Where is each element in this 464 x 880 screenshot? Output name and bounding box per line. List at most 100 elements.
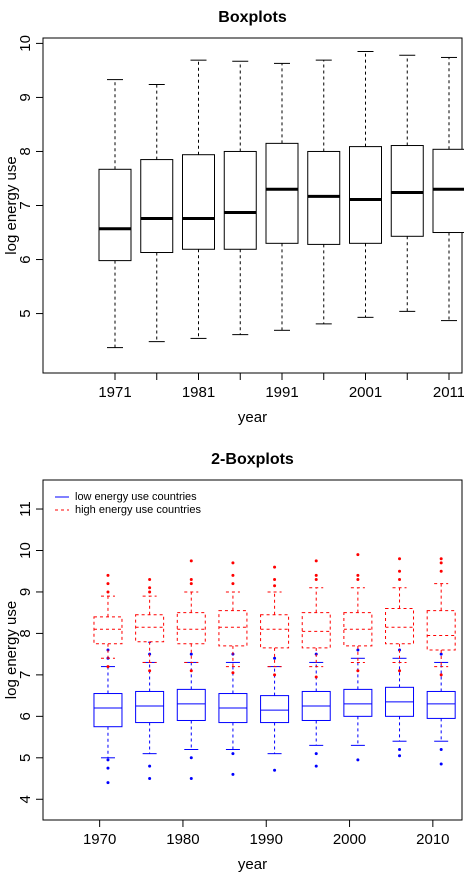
x-tick-label: 1970 xyxy=(83,831,116,848)
box xyxy=(390,145,424,237)
outlier xyxy=(398,754,402,758)
outlier xyxy=(106,665,110,669)
outlier xyxy=(398,669,402,673)
outlier xyxy=(106,781,110,785)
outlier xyxy=(356,578,360,582)
outlier xyxy=(106,758,110,762)
outlier xyxy=(189,559,193,563)
box xyxy=(349,146,382,244)
outlier xyxy=(439,762,443,766)
x-tick-label: 1991 xyxy=(265,384,298,401)
box xyxy=(182,154,215,250)
box xyxy=(343,688,373,717)
x-tick-label: 1980 xyxy=(166,831,199,848)
box xyxy=(426,610,456,651)
outlier xyxy=(398,569,402,573)
outlier xyxy=(106,573,110,577)
y-tick-label: 10 xyxy=(17,35,34,52)
x-tick-label: 2011 xyxy=(433,384,464,401)
outlier xyxy=(439,569,443,573)
outlier xyxy=(106,590,110,594)
outlier xyxy=(439,673,443,677)
box xyxy=(432,148,464,234)
outlier xyxy=(356,648,360,652)
outlier xyxy=(148,578,152,582)
legend-label: high energy use countries xyxy=(75,504,201,516)
y-tick-label: 4 xyxy=(17,795,34,803)
outlier xyxy=(273,768,277,772)
outlier xyxy=(356,573,360,577)
box xyxy=(176,688,206,721)
box xyxy=(301,612,331,649)
outlier xyxy=(148,586,152,590)
outlier xyxy=(356,669,360,673)
outlier xyxy=(314,675,318,679)
outlier xyxy=(189,669,193,673)
outlier xyxy=(314,559,318,563)
x-tick-label: 1971 xyxy=(98,384,131,401)
y-axis-label: log energy use xyxy=(3,156,20,254)
x-axis-label: year xyxy=(238,856,267,873)
outlier xyxy=(189,777,193,781)
outlier xyxy=(398,578,402,582)
outlier xyxy=(148,777,152,781)
outlier xyxy=(231,671,235,675)
x-tick-label: 2010 xyxy=(416,831,449,848)
outlier xyxy=(398,748,402,752)
box xyxy=(223,150,257,250)
outlier xyxy=(273,656,277,660)
outlier xyxy=(273,565,277,569)
x-tick-label: 2000 xyxy=(333,831,366,848)
outlier xyxy=(189,756,193,760)
outlier xyxy=(189,652,193,656)
x-tick-label: 2001 xyxy=(349,384,382,401)
outlier xyxy=(231,561,235,565)
legend-label: low energy use countries xyxy=(75,491,197,503)
box xyxy=(93,693,123,728)
box xyxy=(176,612,206,645)
y-tick-label: 11 xyxy=(17,501,34,517)
y-tick-label: 8 xyxy=(17,629,34,637)
y-tick-label: 6 xyxy=(17,255,34,263)
chart-title: Boxplots xyxy=(218,9,287,26)
box xyxy=(135,614,165,643)
box xyxy=(140,159,174,254)
outlier xyxy=(398,557,402,561)
y-tick-label: 9 xyxy=(17,588,34,596)
y-tick-label: 6 xyxy=(17,712,34,720)
box xyxy=(260,614,290,649)
box xyxy=(135,690,165,724)
y-tick-label: 9 xyxy=(17,93,34,101)
box xyxy=(218,610,248,647)
chart-title: 2-Boxplots xyxy=(211,451,294,468)
outlier xyxy=(231,772,235,776)
outlier xyxy=(106,766,110,770)
box xyxy=(385,608,415,645)
outlier xyxy=(106,582,110,586)
box xyxy=(265,142,299,244)
outlier xyxy=(439,557,443,561)
y-axis-label: log energy use xyxy=(3,601,20,699)
outlier xyxy=(439,748,443,752)
x-tick-label: 1990 xyxy=(250,831,283,848)
y-tick-label: 8 xyxy=(17,147,34,155)
outlier xyxy=(231,752,235,756)
outlier xyxy=(314,764,318,768)
y-tick-label: 5 xyxy=(17,309,34,317)
outlier xyxy=(231,573,235,577)
y-tick-label: 5 xyxy=(17,754,34,762)
outlier xyxy=(439,561,443,565)
outlier xyxy=(148,590,152,594)
box xyxy=(426,690,456,719)
y-tick-label: 7 xyxy=(17,201,34,209)
outlier xyxy=(356,758,360,762)
outlier xyxy=(314,752,318,756)
outlier xyxy=(189,578,193,582)
outlier xyxy=(273,578,277,582)
y-tick-label: 7 xyxy=(17,671,34,679)
outlier xyxy=(148,669,152,673)
outlier xyxy=(148,764,152,768)
box xyxy=(93,616,123,645)
outlier xyxy=(314,573,318,577)
